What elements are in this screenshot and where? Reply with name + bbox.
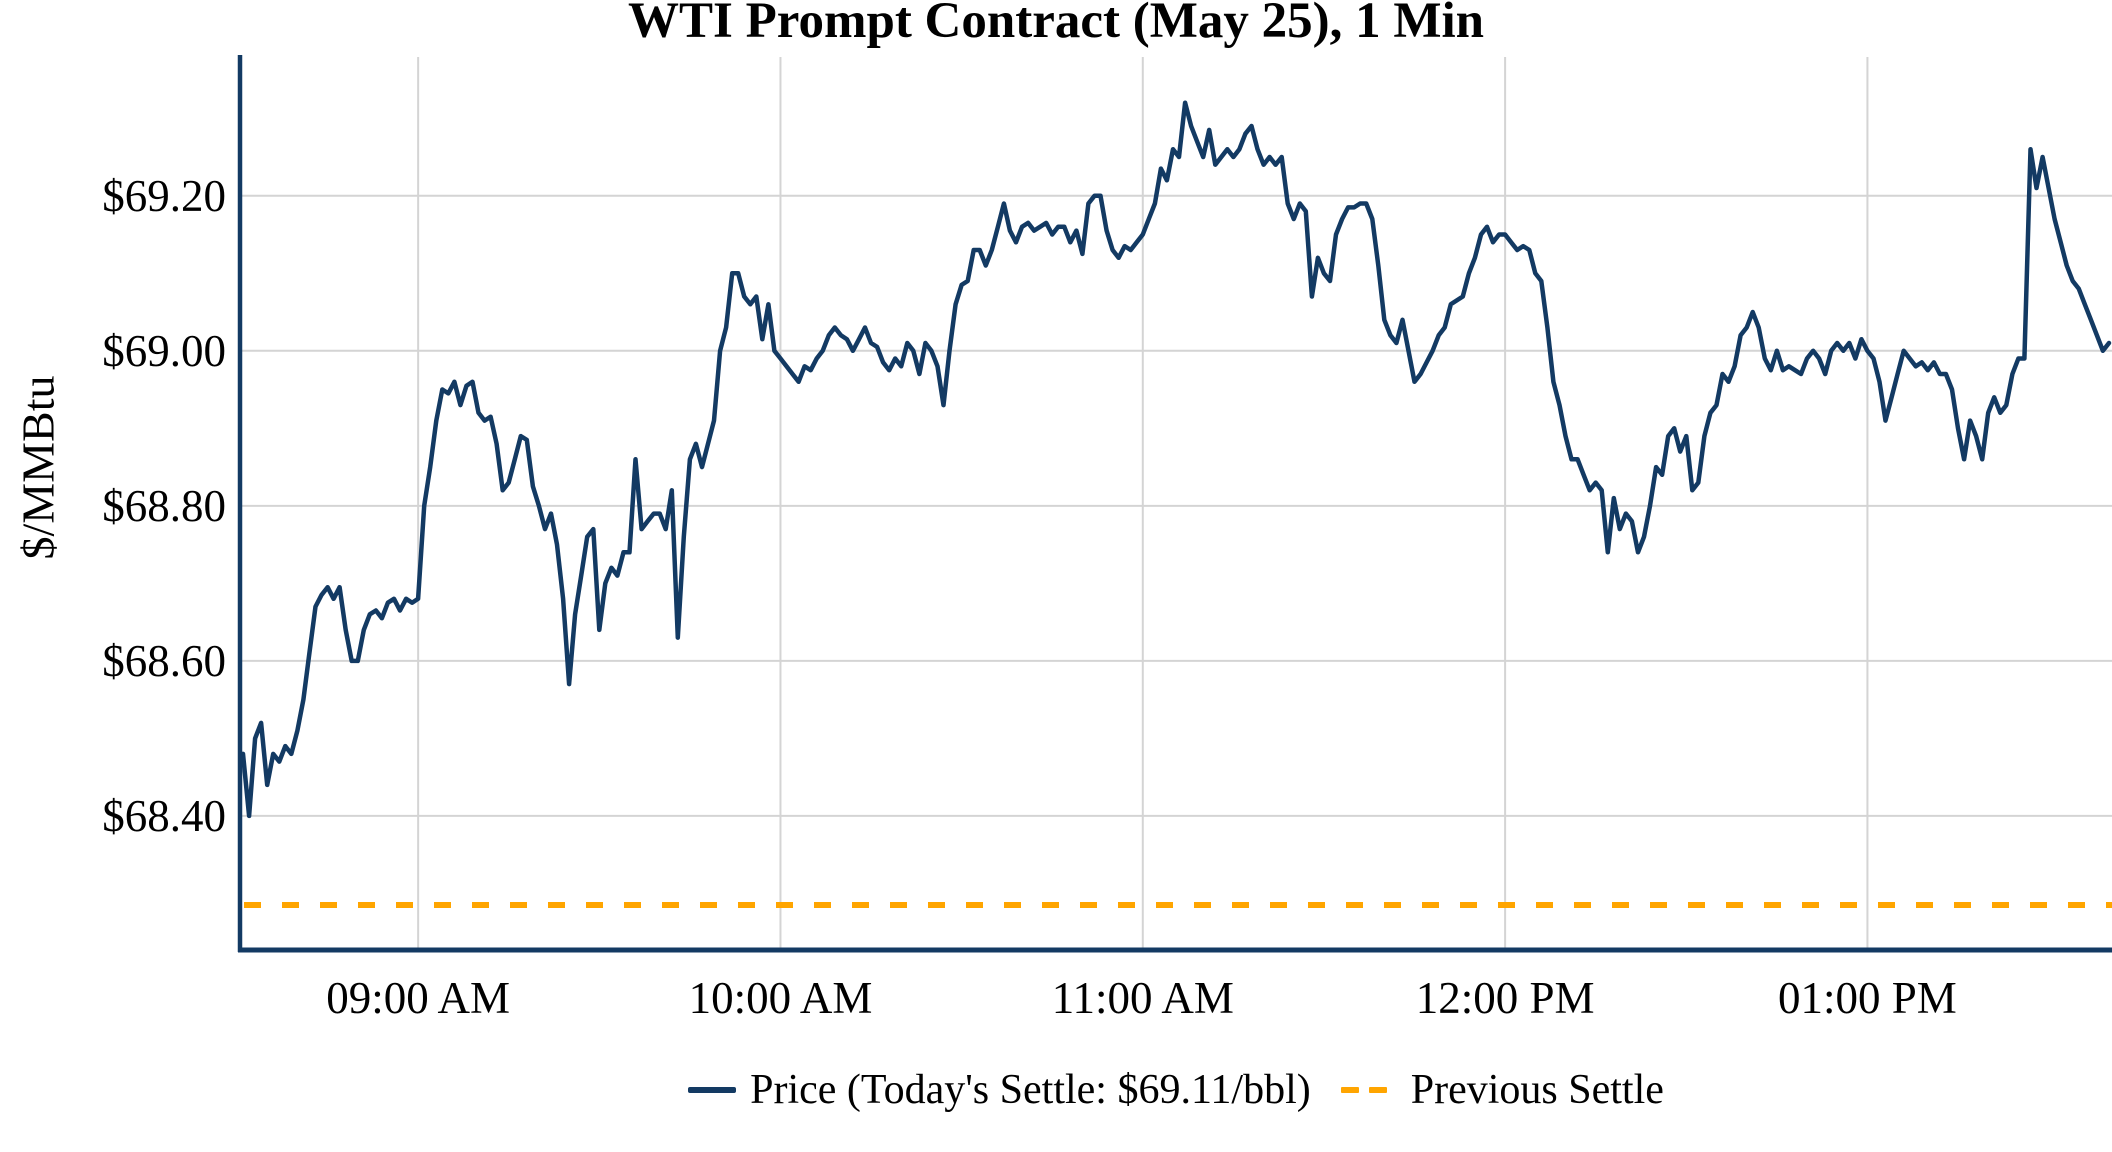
price-line [240,100,2112,819]
y-tick-label: $68.80 [102,481,226,531]
x-tick-label: 01:00 PM [1778,973,1957,1023]
price-line-legend-sample [688,1087,737,1093]
x-tick-label: 10:00 AM [689,973,873,1023]
legend: Price (Today's Settle: $69.11/bbl) Previ… [240,1066,2112,1114]
x-tick-label: 11:00 AM [1052,973,1234,1023]
x-tick-label: 12:00 PM [1416,973,1595,1023]
y-tick-label: $69.20 [102,171,226,221]
y-tick-label: $69.00 [102,326,226,376]
previous-settle-legend-sample [1340,1087,1397,1093]
legend-label-previous-settle: Previous Settle [1410,1067,1664,1113]
y-tick-label: $68.60 [102,636,226,686]
x-tick-label: 09:00 AM [326,973,510,1023]
chart-title: WTI Prompt Contract (May 25), 1 Min [627,0,1485,49]
legend-label-price: Price (Today's Settle: $69.11/bbl) [750,1067,1311,1113]
y-tick-label: $68.40 [102,791,226,841]
